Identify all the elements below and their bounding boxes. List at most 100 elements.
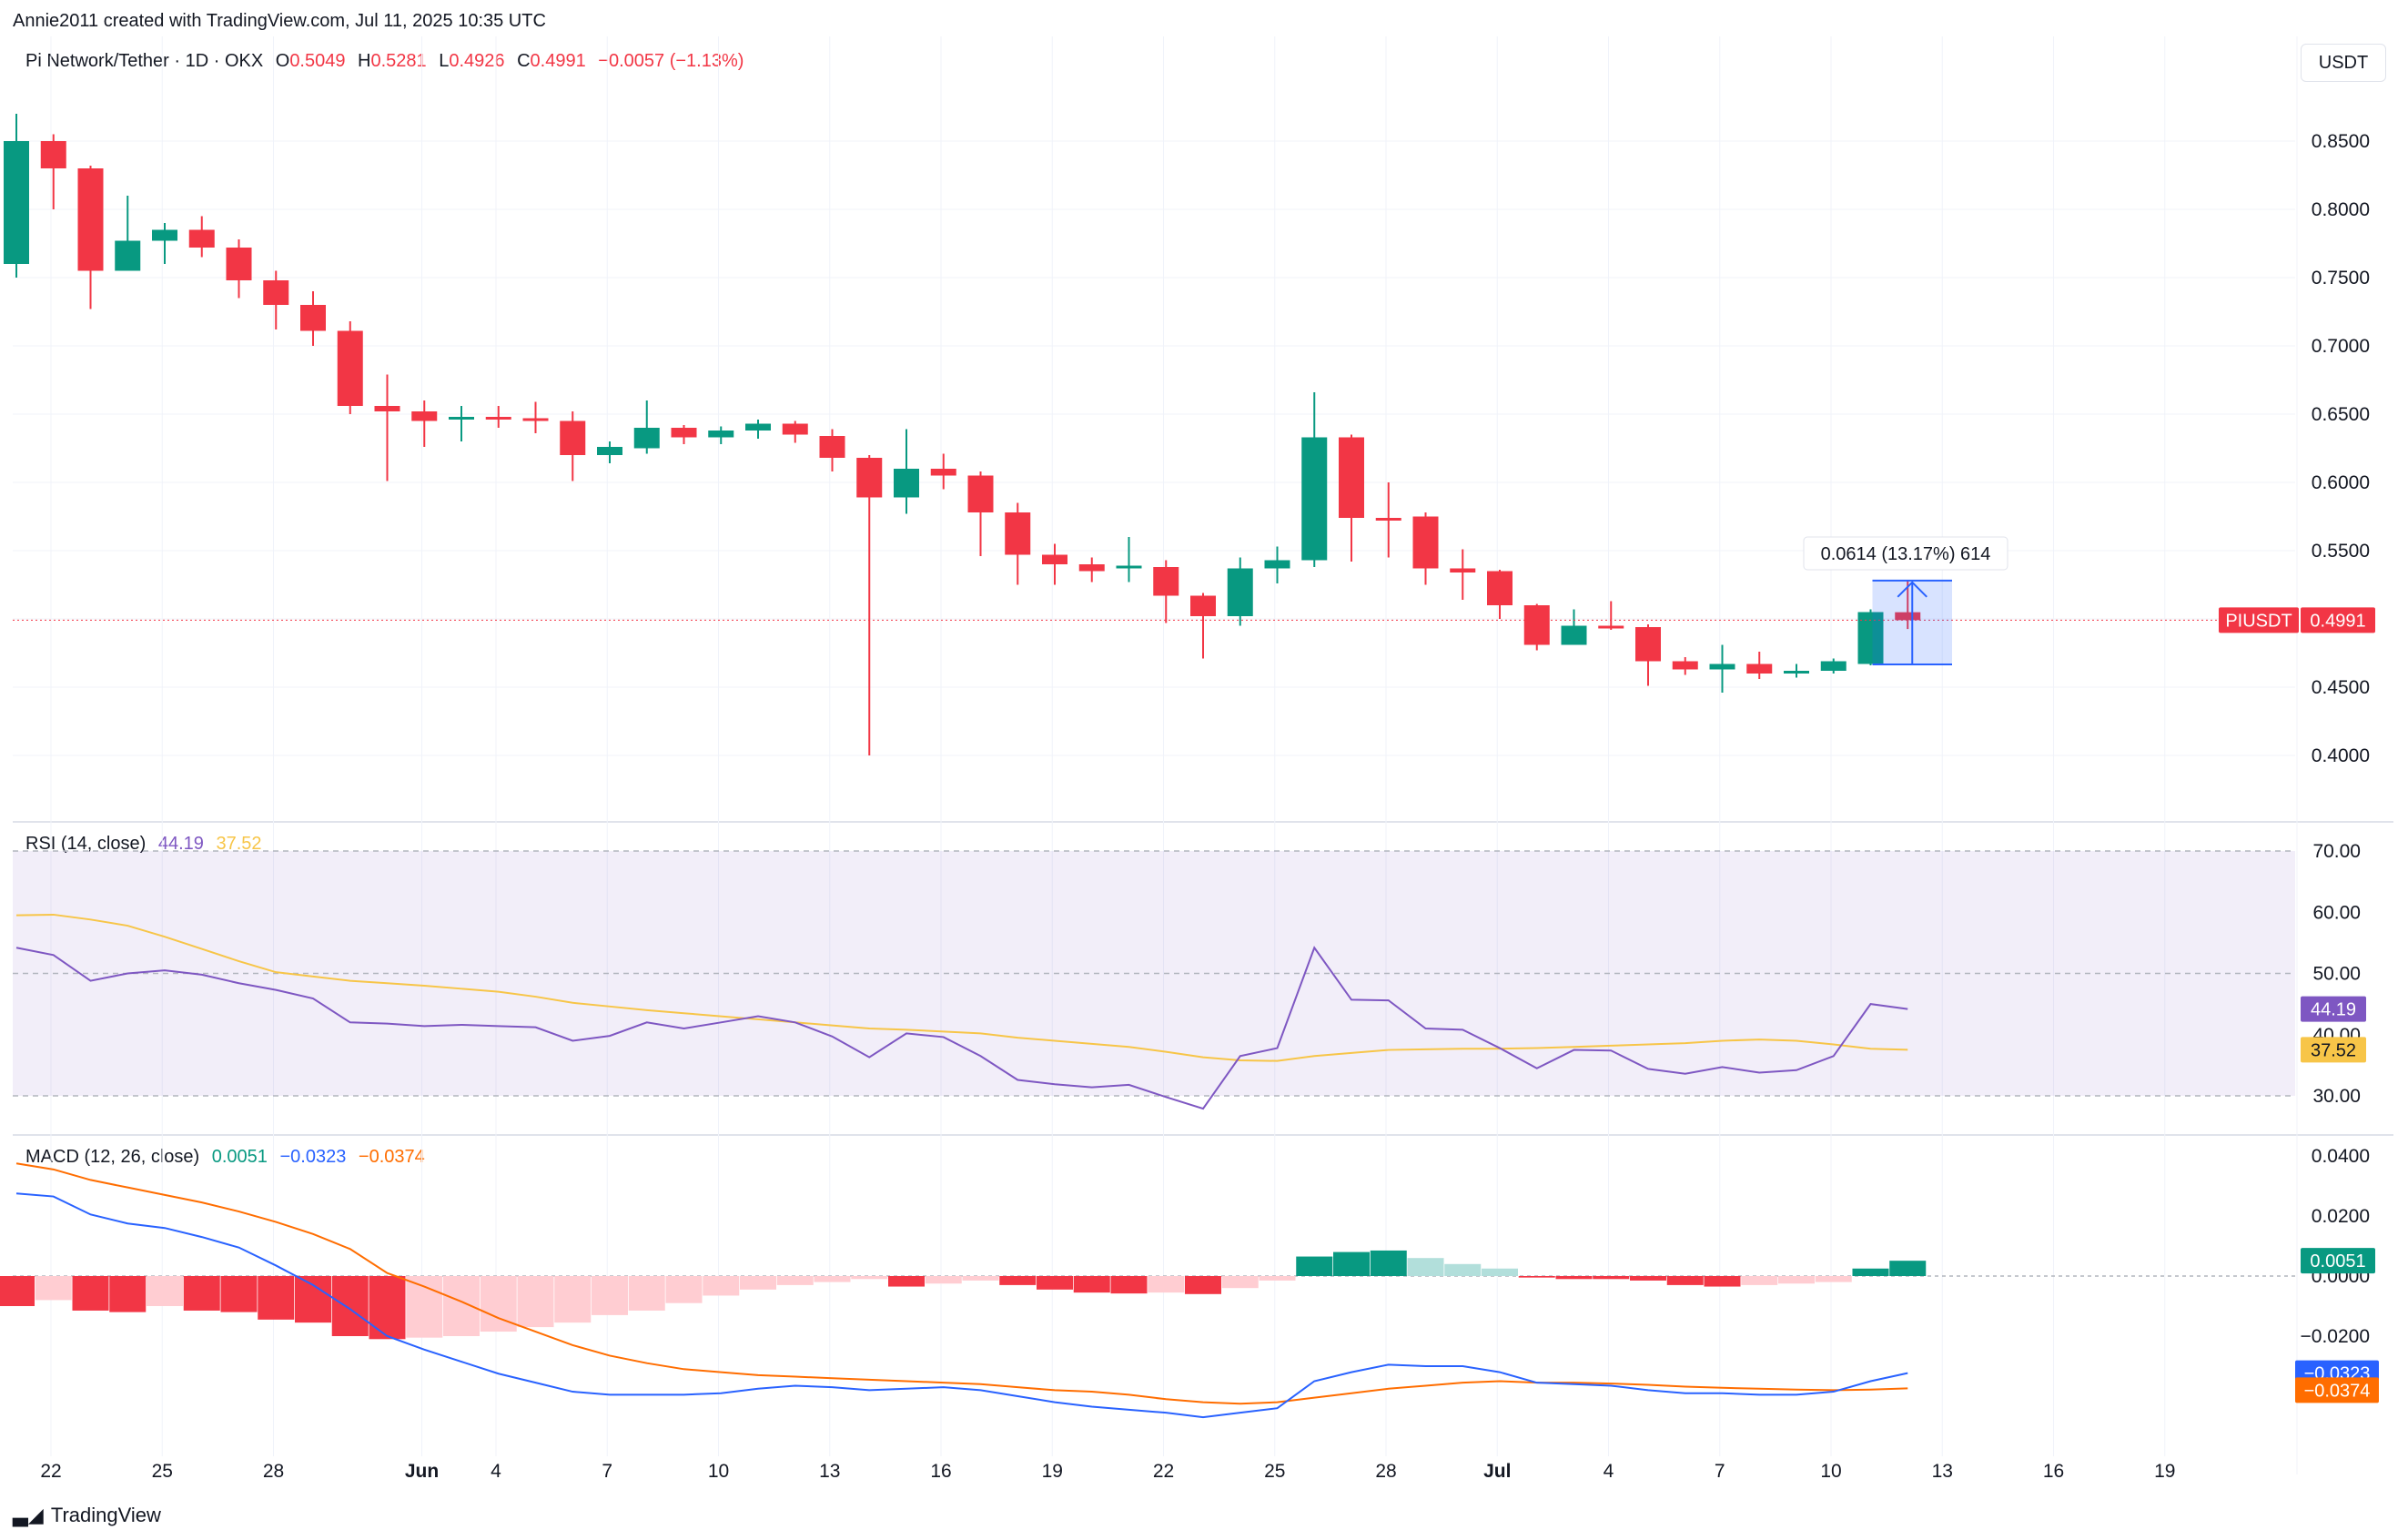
rsi-ma-value: 37.52 xyxy=(216,834,262,854)
candle-body xyxy=(1450,568,1476,572)
rsi-tick-label: 60.00 xyxy=(2312,902,2361,923)
candle-body xyxy=(856,458,883,498)
axes: 22 25 28 Jun 4 7 10 13 16 19 22 25 28 Jul 4 7 10 13 16 19 0.… xyxy=(40,131,2370,1482)
candle-body xyxy=(1895,612,1921,621)
macd-hist-bar xyxy=(1704,1276,1741,1287)
symbol-label[interactable]: Pi Network/Tether · 1D · OKX xyxy=(25,51,264,71)
macd-hist-bar xyxy=(1370,1250,1407,1276)
tradingview-logo-icon: ▃◢ xyxy=(13,1504,44,1526)
candle-body xyxy=(522,418,549,421)
currency-selector[interactable]: USDT xyxy=(2301,44,2386,82)
rsi-tag-bg xyxy=(2301,996,2366,1022)
x-tick-label: 28 xyxy=(263,1461,284,1482)
low-value: 0.4926 xyxy=(449,51,505,71)
candle-body xyxy=(1672,661,1698,670)
rsi-label[interactable]: RSI (14, close) xyxy=(25,834,147,854)
rsi-line xyxy=(15,946,1908,1110)
macd-hist-bar xyxy=(72,1276,109,1311)
candle-body xyxy=(411,411,438,421)
candle-body xyxy=(449,417,474,420)
price-tick-label: 0.8000 xyxy=(2312,199,2370,220)
candle-body xyxy=(1746,664,1773,674)
rsi-ma-tag: 37.52 xyxy=(2311,1040,2356,1060)
macd-hist-bar xyxy=(628,1276,665,1311)
candle-body xyxy=(930,469,956,476)
candle-body xyxy=(708,431,734,438)
x-tick-label: 4 xyxy=(1604,1461,1614,1482)
macd-hist-bar xyxy=(295,1276,331,1323)
price-tick-label: 0.8500 xyxy=(2312,131,2370,152)
candle-body xyxy=(1857,612,1884,664)
high-value: 0.5281 xyxy=(370,51,427,71)
candle-body xyxy=(485,417,511,420)
price-tick-label: 0.7500 xyxy=(2312,268,2370,289)
candle-body xyxy=(1190,595,1216,616)
macd-hist-bar xyxy=(183,1276,220,1311)
macd-hist-bar xyxy=(1555,1276,1593,1280)
macd-hist-bar xyxy=(1593,1276,1630,1280)
candle-body xyxy=(1153,567,1179,596)
x-tick-label: 7 xyxy=(602,1461,612,1482)
macd-hist-bar xyxy=(1444,1263,1482,1276)
footer-brand[interactable]: ▃◢ TradingView xyxy=(13,1504,161,1527)
candle-body xyxy=(115,240,141,271)
x-tick-label: 7 xyxy=(1715,1461,1725,1482)
candle-body xyxy=(1709,664,1735,670)
macd-hist-bar xyxy=(1148,1276,1185,1293)
last-price-tag-bg xyxy=(2301,607,2375,633)
rsi-value: 44.19 xyxy=(157,834,204,854)
x-tick-label: 22 xyxy=(1153,1461,1174,1482)
signal-line xyxy=(15,1162,1908,1405)
macd-tick-label: 0.0400 xyxy=(2312,1146,2370,1167)
x-tick-label: Jul xyxy=(1483,1461,1511,1482)
macd-hist-bar xyxy=(814,1276,851,1282)
macd-hist-bar xyxy=(1037,1276,1073,1290)
macd-hist-bar xyxy=(1666,1276,1704,1285)
macd-hist-bar xyxy=(665,1276,703,1303)
signal-tag: −0.0374 xyxy=(2304,1381,2371,1401)
measure-label-bg xyxy=(1803,536,2008,571)
macd-hist-bar xyxy=(776,1276,814,1285)
x-tick-label: 19 xyxy=(2154,1461,2175,1482)
price-labels: PIUSDT 0.499144.1937.520.0051−0.0323−0.03… xyxy=(2219,607,2379,1403)
grid-lines xyxy=(13,36,2393,1474)
candle-body xyxy=(1227,568,1253,616)
candle-body xyxy=(152,229,177,241)
price-tick-label: 0.5500 xyxy=(2312,541,2370,562)
macd-hist-bar xyxy=(109,1276,147,1312)
rsi-ma-line xyxy=(15,913,1908,1062)
measure-tool: 0.0614 (13.17%) 614 xyxy=(1803,536,2008,665)
price-legend: Pi Network/Tether · 1D · OKX O0.5049 H0.… xyxy=(25,51,751,72)
candle-body xyxy=(1301,437,1328,561)
macd-label[interactable]: MACD (12, 26, close) xyxy=(25,1147,200,1167)
rsi-tick-label: 30.00 xyxy=(2312,1086,2361,1107)
candle-body xyxy=(1042,554,1067,564)
candle-body xyxy=(671,428,697,438)
open-value: 0.5049 xyxy=(289,51,346,71)
macd-hist-bar xyxy=(851,1276,888,1280)
macd-hist-bar xyxy=(258,1276,295,1320)
x-tick-label: 16 xyxy=(2043,1461,2064,1482)
change-value: −0.0057 (−1.13%) xyxy=(598,51,744,71)
macd-tick-label: −0.0200 xyxy=(2301,1326,2371,1347)
macd-hist-bar xyxy=(443,1276,480,1336)
rsi-tick-label: 50.00 xyxy=(2312,964,2361,985)
close-value: 0.4991 xyxy=(530,51,586,71)
x-tick-label: 22 xyxy=(40,1461,61,1482)
candle-body xyxy=(1784,671,1809,674)
rsi-ma-tag-bg xyxy=(2301,1037,2366,1063)
candle-body xyxy=(1078,564,1105,572)
price-tick-label: 0.7000 xyxy=(2312,336,2370,357)
macd-hist-bar xyxy=(1482,1268,1518,1276)
candle-body xyxy=(1487,571,1513,605)
macd-hist-bar xyxy=(331,1276,369,1336)
x-tick-label: 13 xyxy=(819,1461,840,1482)
candle-body xyxy=(77,168,104,271)
chart-credit: Annie2011 created with TradingView.com, … xyxy=(13,11,546,31)
symbol-tag-bg xyxy=(2219,607,2299,633)
macd-hist-bar xyxy=(1407,1258,1444,1276)
macd-hist-value: 0.0051 xyxy=(211,1147,268,1167)
macd-hist-bar xyxy=(888,1276,925,1287)
symbol-tag: PIUSDT xyxy=(2225,611,2292,631)
